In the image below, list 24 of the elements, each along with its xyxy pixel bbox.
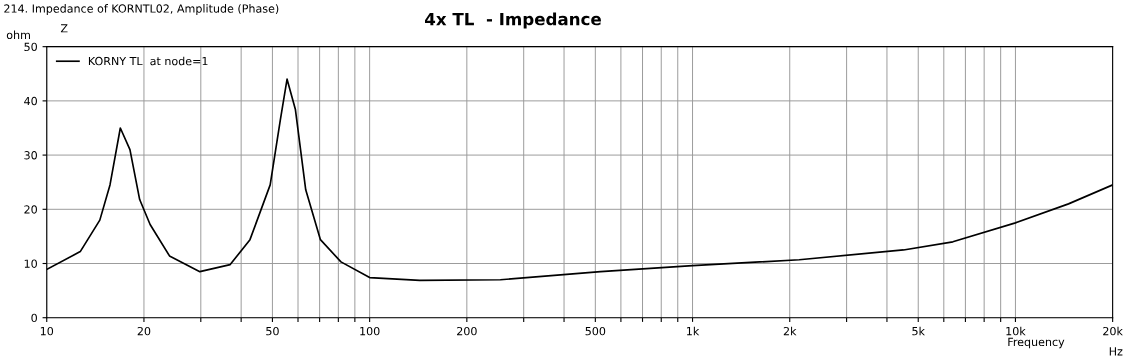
legend-label: KORNY TL at node=1 [88,56,208,66]
x-tick-label: 5k [912,326,925,336]
y-tick-label: 40 [24,96,37,106]
x-tick-label: 100 [360,326,380,336]
y-tick-label: 0 [31,313,37,323]
x-tick-label: 500 [585,326,606,336]
x-tick-label: 200 [457,326,477,336]
x-tick-label: 50 [266,326,279,336]
x-tick-label: 20 [137,326,151,336]
x-tick-label: 10k [1006,326,1026,336]
text: 214. Impedance of KORNTL02, Amplitude (Phase) [4,4,279,15]
x-axis-title: Frequency [1008,337,1065,349]
chart-title: 4x TL - Impedance [425,12,601,29]
text: Z [60,24,68,33]
x-tick-label: 10 [40,326,54,336]
y-tick-label: 20 [24,205,37,214]
text: Hz [1109,347,1123,356]
y-tick-label: 10 [24,259,37,268]
x-tick-label: 20k [1103,326,1123,336]
y-tick-label: 50 [24,42,37,52]
y-tick-label: 30 [24,151,37,160]
x-tick-label: 1k [687,326,700,336]
y-axis-title: ohm [6,30,30,40]
x-tick-label: 2k [783,326,797,336]
